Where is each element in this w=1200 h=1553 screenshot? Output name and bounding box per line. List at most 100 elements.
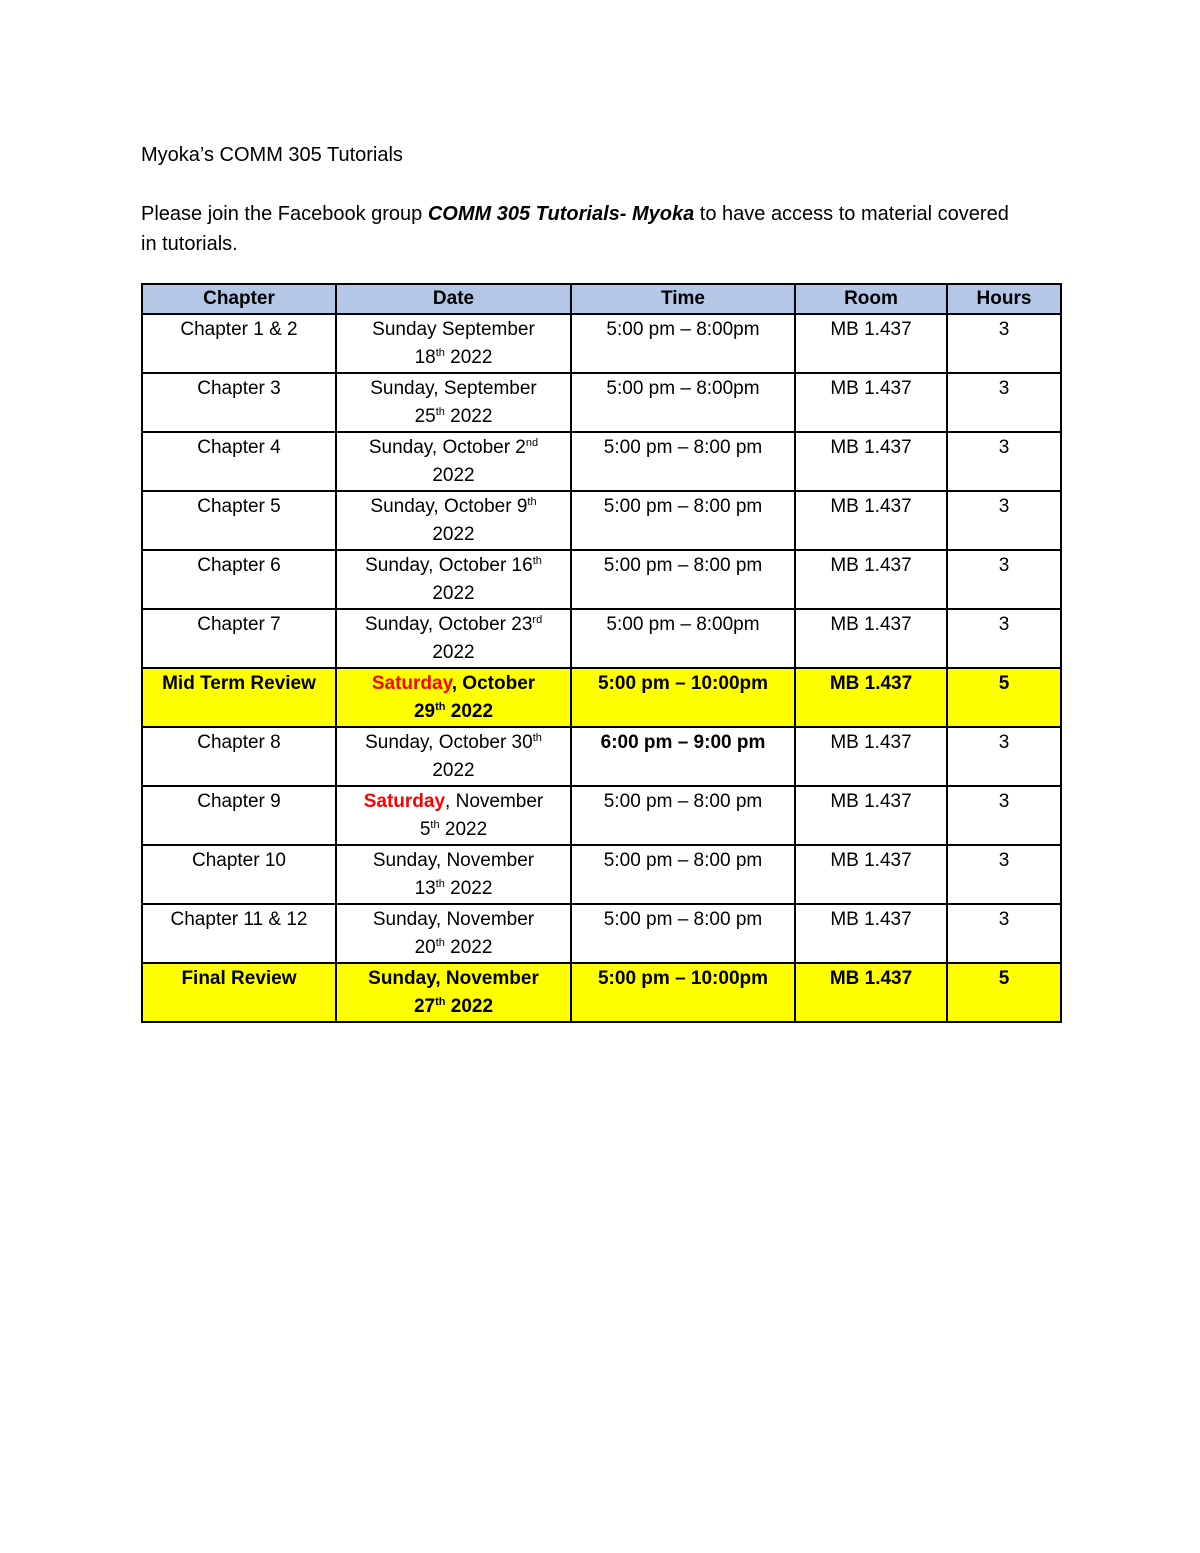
cell-hours: 3 (946, 431, 1062, 492)
intro-text-end: to have access to material covered in tu… (141, 203, 1009, 255)
cell-hours: 3 (946, 726, 1062, 787)
cell-hours: 3 (946, 549, 1062, 610)
date-line1: Sunday September (372, 319, 535, 340)
table-row: Chapter 5 Sunday, October 9th 2022 5:00 pm … (141, 490, 1062, 551)
cell-time: 5:00 pm – 8:00 pm (570, 903, 796, 964)
date-line2: 13 (414, 878, 436, 899)
table-row: Mid Term Review Saturday, October 29th 202… (141, 667, 1062, 728)
cell-hours: 5 (946, 962, 1062, 1023)
cell-room: MB 1.437 (794, 844, 948, 905)
date-line1: Sunday, October 30 (365, 732, 533, 753)
date-ordinal: nd (525, 437, 539, 449)
intro-text: Please join the Facebook group (141, 203, 428, 225)
header-date: Date (335, 283, 572, 315)
cell-time: 6:00 pm – 9:00 pm (570, 726, 796, 787)
cell-time: 5:00 pm – 8:00 pm (570, 844, 796, 905)
cell-date: Sunday, November 13th 2022 (335, 844, 572, 905)
date-line2: 2022 (432, 760, 475, 781)
cell-time: 5:00 pm – 8:00 pm (570, 549, 796, 610)
cell-time: 5:00 pm – 8:00pm (570, 313, 796, 374)
cell-hours: 3 (946, 903, 1062, 964)
date-ordinal: th (435, 937, 445, 949)
facebook-group-name: COMM 305 Tutorials- Myoka (427, 203, 695, 225)
date-line2: 18 (414, 347, 436, 368)
cell-chapter: Chapter 1 & 2 (141, 313, 337, 374)
cell-hours: 3 (946, 313, 1062, 374)
date-year: 2022 (445, 701, 494, 722)
date-line2: 2022 (432, 583, 475, 604)
date-year: 2022 (444, 878, 493, 899)
table-row: Chapter 4 Sunday, October 2nd 2022 5:00 pm … (141, 431, 1062, 492)
date-year: 2022 (444, 937, 493, 958)
cell-time: 5:00 pm – 10:00pm (570, 667, 796, 728)
cell-chapter: Final Review (141, 962, 337, 1023)
date-line1: Sunday, October 2 (368, 437, 526, 458)
date-ordinal: th (435, 701, 446, 713)
cell-room: MB 1.437 (794, 372, 948, 433)
date-line2: 20 (414, 937, 436, 958)
cell-time: 5:00 pm – 10:00pm (570, 962, 796, 1023)
date-line1: Sunday, November (372, 850, 535, 871)
date-weekday-saturday: Saturday (371, 673, 452, 694)
date-year: 2022 (444, 406, 493, 427)
cell-hours: 3 (946, 608, 1062, 669)
cell-hours: 3 (946, 372, 1062, 433)
date-line2: 2022 (432, 465, 475, 486)
document-title: Myoka’s COMM 305 Tutorials (141, 144, 403, 166)
cell-time: 5:00 pm – 8:00 pm (570, 490, 796, 551)
date-line1: Sunday, October 16 (365, 555, 533, 576)
date-year: 2022 (439, 819, 488, 840)
date-line1: Sunday, October 23 (364, 614, 533, 635)
date-line2: 2022 (432, 524, 475, 545)
cell-hours: 5 (946, 667, 1062, 728)
cell-room: MB 1.437 (794, 431, 948, 492)
cell-room: MB 1.437 (794, 903, 948, 964)
date-line1: Sunday, November (368, 968, 539, 989)
table-row: Chapter 3 Sunday, September 25th 2022 5:00 … (141, 372, 1062, 433)
header-hours: Hours (946, 283, 1062, 315)
cell-room: MB 1.437 (794, 667, 948, 728)
cell-date: Saturday, October 29th 2022 (335, 667, 572, 728)
cell-hours: 3 (946, 490, 1062, 551)
date-year: 2022 (444, 347, 493, 368)
date-ordinal: th (527, 496, 537, 508)
cell-chapter: Chapter 5 (141, 490, 337, 551)
cell-hours: 3 (946, 844, 1062, 905)
cell-time: 5:00 pm – 8:00pm (570, 372, 796, 433)
table-row: Chapter 7 Sunday, October 23rd 2022 5:00 pm… (141, 608, 1062, 669)
table-row: Chapter 8 Sunday, October 30th 2022 6:00 pm… (141, 726, 1062, 787)
date-year: 2022 (445, 996, 494, 1017)
date-line2: 5 (419, 819, 431, 840)
cell-chapter: Chapter 7 (141, 608, 337, 669)
date-ordinal: th (435, 347, 445, 359)
date-line2: 27 (413, 996, 436, 1017)
cell-date: Sunday, October 23rd 2022 (335, 608, 572, 669)
date-line1: Sunday, November (372, 909, 535, 930)
date-weekday-saturday: Saturday (363, 791, 446, 812)
date-ordinal: th (532, 555, 542, 567)
date-line1: , October (451, 673, 536, 694)
cell-room: MB 1.437 (794, 962, 948, 1023)
date-line1: Sunday, October 9 (370, 496, 528, 517)
date-ordinal: th (435, 996, 446, 1008)
cell-date: Sunday, October 30th 2022 (335, 726, 572, 787)
intro-paragraph: Please join the Facebook group COMM 305 … (141, 199, 1021, 259)
cell-chapter: Chapter 11 & 12 (141, 903, 337, 964)
cell-room: MB 1.437 (794, 313, 948, 374)
cell-date: Sunday, November 20th 2022 (335, 903, 572, 964)
cell-date: Sunday, October 16th 2022 (335, 549, 572, 610)
date-ordinal: th (430, 819, 440, 831)
header-chapter: Chapter (141, 283, 337, 315)
cell-chapter: Mid Term Review (141, 667, 337, 728)
cell-time: 5:00 pm – 8:00 pm (570, 431, 796, 492)
date-line2: 25 (414, 406, 436, 427)
cell-time: 5:00 pm – 8:00pm (570, 608, 796, 669)
table-row: Chapter 11 & 12 Sunday, November 20th 2022… (141, 903, 1062, 964)
cell-date: Sunday, September 25th 2022 (335, 372, 572, 433)
cell-date: Sunday, November 27th 2022 (335, 962, 572, 1023)
cell-room: MB 1.437 (794, 726, 948, 787)
cell-date: Sunday, October 9th 2022 (335, 490, 572, 551)
date-line1: Sunday, September (370, 378, 537, 399)
cell-room: MB 1.437 (794, 785, 948, 846)
cell-chapter: Chapter 10 (141, 844, 337, 905)
